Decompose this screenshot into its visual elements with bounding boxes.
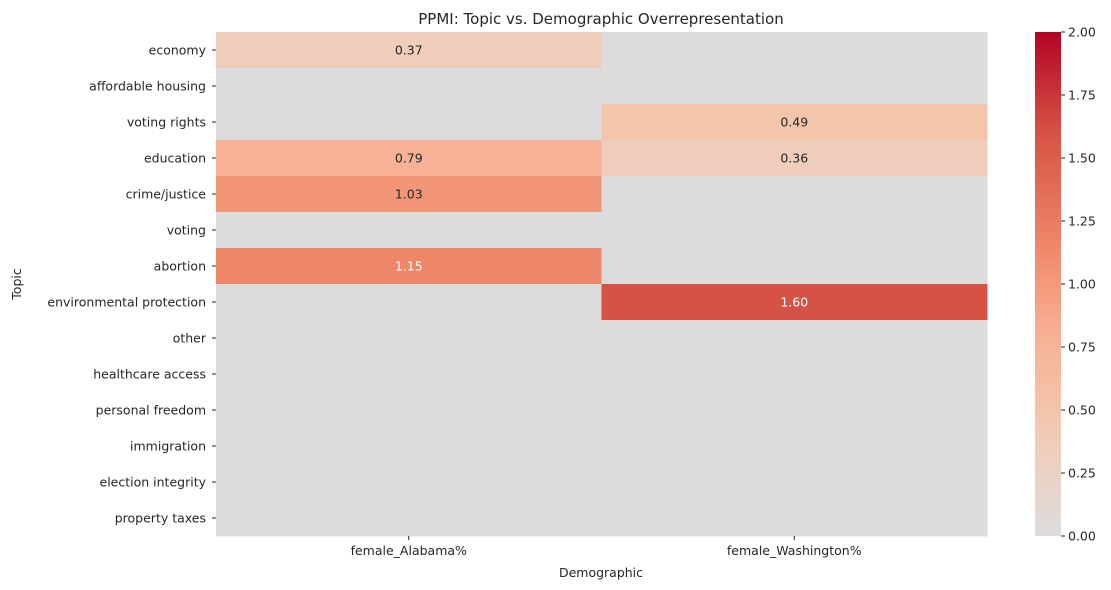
colorbar-tick-label: 1.50	[1068, 151, 1096, 166]
row-label: crime/justice	[126, 187, 207, 202]
column-label: female_Alabama%	[351, 543, 467, 558]
row-label: affordable housing	[89, 79, 206, 94]
heatmap-cell	[601, 212, 988, 249]
cell-value-label: 1.60	[780, 295, 808, 310]
row-label: voting	[167, 223, 206, 238]
heatmap-cell	[601, 500, 988, 537]
row-label: healthcare access	[93, 367, 206, 382]
heatmap-cell	[216, 104, 602, 141]
row-label: immigration	[130, 439, 206, 454]
heatmap-cell	[216, 32, 602, 69]
x-axis-label: Demographic	[559, 565, 643, 580]
heatmap-cell	[601, 32, 988, 69]
colorbar-tick-label: 0.00	[1068, 529, 1096, 544]
cell-value-label: 0.49	[780, 115, 808, 130]
colorbar-tick-label: 1.00	[1068, 277, 1096, 292]
colorbar-tick-label: 1.25	[1068, 214, 1096, 229]
column-label: female_Washington%	[727, 543, 862, 558]
heatmap-cell	[601, 320, 988, 357]
heatmap-cell	[601, 284, 988, 321]
row-label: environmental protection	[47, 295, 206, 310]
row-label: economy	[149, 43, 207, 58]
heatmap-cell	[601, 464, 988, 501]
cell-value-label: 1.15	[395, 259, 423, 274]
heatmap-cell	[216, 320, 602, 357]
heatmap-cell	[216, 392, 602, 429]
colorbar-tick-label: 0.25	[1068, 466, 1096, 481]
heatmap-cell	[216, 176, 602, 213]
row-label: property taxes	[115, 511, 206, 526]
heatmap-cell	[216, 68, 602, 105]
colorbar-tick-label: 1.75	[1068, 88, 1096, 103]
heatmap-cell	[216, 428, 602, 465]
heatmap-cell	[601, 68, 988, 105]
heatmap-cell	[216, 140, 602, 177]
heatmap-cell	[216, 248, 602, 285]
row-label: abortion	[154, 259, 206, 274]
heatmap-cell	[216, 464, 602, 501]
chart-title: PPMI: Topic vs. Demographic Overrepresen…	[418, 10, 784, 28]
cell-value-label: 0.37	[395, 43, 423, 58]
heatmap-cell	[601, 392, 988, 429]
cell-value-label: 0.79	[395, 151, 423, 166]
row-label: other	[173, 331, 207, 346]
colorbar	[1035, 32, 1061, 536]
row-label: personal freedom	[96, 403, 206, 418]
y-axis-label: Topic	[9, 268, 24, 301]
heatmap-cell	[216, 356, 602, 393]
colorbar-tick-label: 0.75	[1068, 340, 1096, 355]
heatmap-cell	[601, 176, 988, 213]
heatmap-cell	[601, 248, 988, 285]
row-label: election integrity	[100, 475, 207, 490]
heatmap-cell	[601, 356, 988, 393]
heatmap-cell	[216, 284, 602, 321]
heatmap-cell	[601, 428, 988, 465]
colorbar-tick-label: 0.50	[1068, 403, 1096, 418]
row-label: education	[144, 151, 206, 166]
colorbar-tick-label: 2.00	[1068, 25, 1096, 40]
cell-value-label: 0.36	[780, 151, 808, 166]
heatmap-cell	[601, 140, 988, 177]
heatmap-cell	[216, 500, 602, 537]
row-label: voting rights	[127, 115, 206, 130]
heatmap-cell	[601, 104, 988, 141]
cell-value-label: 1.03	[395, 187, 423, 202]
heatmap-cell	[216, 212, 602, 249]
